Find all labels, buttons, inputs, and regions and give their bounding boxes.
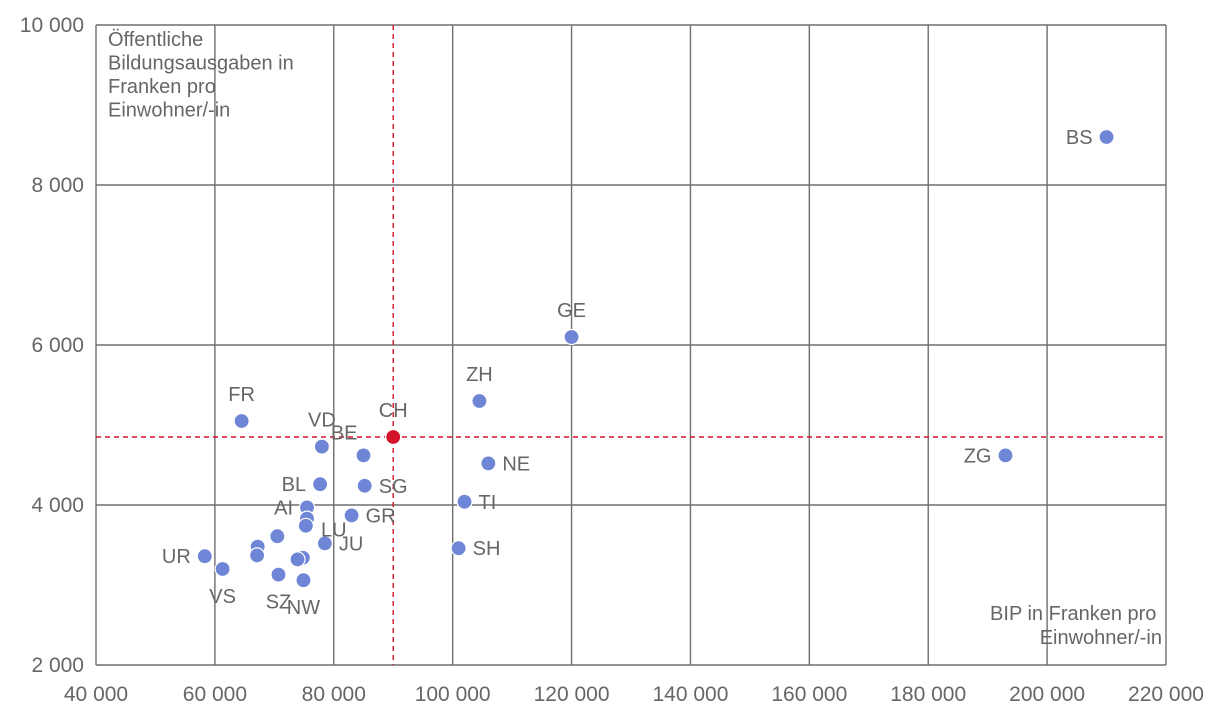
axis-tick-labels: 40 000 60 000 80 000 100 000 120 000 140 000 1… bbox=[20, 14, 1204, 706]
x-tick-label: 100 000 bbox=[415, 683, 491, 706]
y-axis-title-line: Franken pro bbox=[108, 76, 216, 98]
point-bl bbox=[312, 476, 329, 493]
point-ti bbox=[456, 493, 473, 510]
point-sg bbox=[356, 477, 373, 494]
point-label-sh: SH bbox=[473, 538, 501, 560]
point-bs bbox=[1098, 128, 1115, 146]
x-tick-label: 160 000 bbox=[771, 683, 847, 706]
point-ge bbox=[563, 328, 580, 346]
point-ju bbox=[316, 535, 333, 552]
point-label-ur: UR bbox=[162, 546, 191, 568]
x-tick-label: 80 000 bbox=[302, 683, 366, 706]
reference-lines bbox=[96, 25, 1166, 665]
point bbox=[297, 517, 314, 534]
point-sz bbox=[270, 566, 287, 583]
y-tick-label: 6 000 bbox=[31, 334, 84, 357]
y-tick-label: 10 000 bbox=[20, 14, 84, 37]
point-vd bbox=[313, 438, 330, 455]
x-tick-label: 200 000 bbox=[1009, 683, 1085, 706]
point-label-ne: NE bbox=[502, 453, 530, 475]
point-label-sg: SG bbox=[379, 476, 408, 498]
point-label-be: BE bbox=[331, 422, 358, 444]
point-label-sz: SZ bbox=[266, 592, 292, 614]
point-label-ch: CH bbox=[379, 400, 408, 422]
point bbox=[289, 551, 306, 568]
point bbox=[269, 528, 286, 545]
point-vs bbox=[214, 560, 231, 578]
x-axis-title: BIP in Franken pro Einwohner/-in bbox=[990, 603, 1162, 649]
point-ch bbox=[385, 428, 402, 446]
point-label-vs: VS bbox=[209, 586, 236, 608]
point bbox=[248, 547, 266, 564]
x-axis-title-line: Einwohner/-in bbox=[1040, 627, 1162, 649]
point-zg bbox=[997, 447, 1014, 464]
point-label-bs: BS bbox=[1066, 127, 1093, 149]
x-tick-label: 180 000 bbox=[890, 683, 966, 706]
y-axis-title-line: Öffentliche bbox=[108, 29, 203, 51]
y-tick-label: 8 000 bbox=[31, 174, 84, 197]
point-ne bbox=[480, 455, 497, 472]
point-ur bbox=[196, 548, 213, 565]
x-tick-label: 140 000 bbox=[652, 683, 728, 706]
point-label-ti: TI bbox=[479, 492, 497, 514]
point-label-zg: ZG bbox=[964, 445, 992, 467]
point-label-lu: LU bbox=[321, 520, 347, 542]
point-nw bbox=[295, 572, 312, 589]
point-zh bbox=[471, 392, 488, 410]
point-be bbox=[355, 447, 372, 464]
data-points bbox=[196, 128, 1115, 589]
point-label-bl: BL bbox=[282, 474, 306, 496]
y-axis-title: Öffentliche Bildungsausgaben in Franken … bbox=[108, 29, 299, 122]
x-tick-label: 40 000 bbox=[64, 683, 128, 706]
point-label-gr: GR bbox=[366, 505, 396, 527]
x-tick-label: 120 000 bbox=[534, 683, 610, 706]
y-axis-title-line: Bildungsausgaben in bbox=[108, 53, 294, 75]
point-label-ju: JU bbox=[339, 533, 363, 555]
point-label-zh: ZH bbox=[466, 364, 493, 386]
point-label-fr: FR bbox=[228, 384, 255, 406]
point-sh bbox=[450, 540, 467, 557]
x-axis-title-line: BIP in Franken pro bbox=[990, 603, 1156, 625]
y-tick-label: 2 000 bbox=[31, 654, 84, 677]
point-label-ai: AI bbox=[274, 497, 293, 519]
point-fr bbox=[233, 412, 250, 430]
y-tick-label: 4 000 bbox=[31, 494, 84, 517]
point-label-nw: NW bbox=[287, 597, 320, 619]
x-tick-label: 60 000 bbox=[183, 683, 247, 706]
point-label-vd: VD bbox=[308, 410, 336, 432]
grid-lines bbox=[95, 24, 1167, 666]
x-tick-label: 220 000 bbox=[1128, 683, 1204, 706]
y-axis-title-line: Einwohner/-in bbox=[108, 100, 230, 122]
point-gr bbox=[343, 507, 360, 524]
point-label-ge: GE bbox=[557, 300, 586, 322]
